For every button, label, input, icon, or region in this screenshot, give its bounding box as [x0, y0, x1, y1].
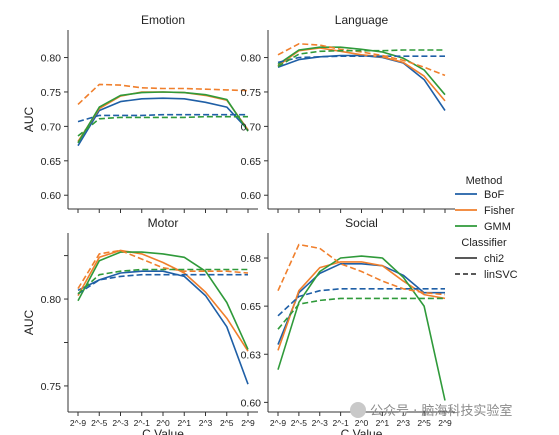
- legend-label-gmm: GMM: [484, 221, 511, 233]
- legend-label-linsvc: linSVC: [484, 269, 518, 281]
- x-tick-label: 2^-5: [91, 418, 108, 428]
- y-tick-label: 0.80: [41, 294, 62, 306]
- y-tick-label: 0.63: [241, 349, 262, 361]
- watermark: 公众号 · 脑海科技实验室: [350, 400, 512, 419]
- x-tick-label: 2^0: [156, 418, 170, 428]
- panel-title: Language: [335, 13, 389, 27]
- series-line-fisher-linsvc: [277, 243, 446, 296]
- x-axis-label: C Value: [142, 427, 184, 435]
- series-line-bof-linsvc: [77, 113, 248, 123]
- x-tick-label: 2^9: [438, 418, 452, 428]
- panel-social: Social 0.60 0.63 0.65 0.68 2^-9 2^-5 2^-3 2^-1 2^…: [241, 216, 455, 435]
- y-tick-label: 0.75: [41, 381, 62, 393]
- y-axis-label: AUC: [22, 310, 36, 336]
- y-tick-label: 0.80: [41, 53, 62, 65]
- x-tick-label: 2^3: [199, 418, 213, 428]
- panel-title: Emotion: [141, 13, 185, 27]
- watermark-text: 公众号 · 脑海科技实验室: [370, 404, 513, 419]
- x-tick-label: 2^-5: [291, 418, 308, 428]
- legend-label-chi2: chi2: [484, 253, 504, 265]
- series-line-gmm-chi2: [77, 91, 249, 144]
- x-tick-label: 2^0: [355, 418, 369, 428]
- y-tick-label: 0.75: [41, 87, 62, 99]
- x-tick-label: 2^-9: [270, 418, 287, 428]
- x-tick-label: 2^5: [220, 418, 234, 428]
- series-line-bof-chi2: [77, 270, 249, 385]
- series-line-fisher-linsvc: [277, 42, 446, 77]
- panel-language: Language 0.60 0.65 0.70 0.75 0.80: [241, 13, 455, 213]
- y-tick-label: 0.68: [241, 253, 262, 265]
- y-tick-label: 0.65: [241, 156, 262, 168]
- series-line-bof-chi2: [277, 262, 445, 345]
- series-line-gmm-chi2: [277, 46, 446, 96]
- x-tick-label: 2^-3: [312, 418, 329, 428]
- legend: Method BoF Fisher GMM Classifier chi2 linSVC: [455, 175, 518, 281]
- series-line-gmm-chi2: [77, 251, 249, 350]
- series-line-fisher-linsvc: [77, 83, 249, 105]
- series-line-bof-linsvc: [277, 55, 445, 64]
- x-tick-label: 2^1: [376, 418, 390, 428]
- y-tick-label: 0.60: [41, 190, 62, 202]
- y-tick-label: 0.60: [241, 190, 262, 202]
- series-line-gmm-linsvc: [277, 297, 445, 330]
- y-tick-label: 0.70: [41, 121, 62, 133]
- series-line-fisher-chi2: [277, 261, 446, 351]
- panel-emotion: Emotion 0.60 0.65 0.70 0.75 0.80 AUC: [22, 13, 258, 213]
- legend-label-bof: BoF: [484, 189, 504, 201]
- y-axis-label: AUC: [22, 107, 36, 133]
- x-tick-label: 2^-1: [134, 418, 151, 428]
- x-tick-label: 2^-3: [112, 418, 129, 428]
- series-line-fisher-chi2: [77, 249, 249, 352]
- legend-method-title: Method: [466, 175, 503, 187]
- y-tick-label: 0.70: [241, 121, 262, 133]
- panel-title: Motor: [148, 216, 179, 230]
- panel-title: Social: [345, 216, 378, 230]
- x-tick-label: 2^1: [178, 418, 192, 428]
- series-line-bof-chi2: [277, 54, 446, 111]
- x-tick-label: 2^-9: [70, 418, 87, 428]
- series-line-bof-chi2: [77, 97, 249, 147]
- y-tick-label: 0.75: [241, 87, 262, 99]
- series-line-gmm-linsvc: [277, 49, 445, 68]
- y-tick-label: 0.65: [41, 156, 62, 168]
- x-tick-label: 2^3: [397, 418, 411, 428]
- series-line-gmm-linsvc: [77, 115, 248, 137]
- series-line-fisher-linsvc: [77, 249, 249, 290]
- x-tick-label: 2^5: [417, 418, 431, 428]
- legend-classifier-title: Classifier: [461, 237, 507, 249]
- x-tick-label: 2^-1: [332, 418, 349, 428]
- legend-label-fisher: Fisher: [484, 205, 515, 217]
- wechat-logo-icon: [350, 402, 366, 418]
- y-tick-label: 0.60: [241, 397, 262, 409]
- series-line-bof-linsvc: [77, 273, 248, 295]
- y-tick-label: 0.80: [241, 53, 262, 65]
- x-tick-label: 2^9: [241, 418, 255, 428]
- series-line-bof-linsvc: [277, 287, 445, 317]
- y-tick-label: 0.65: [241, 301, 262, 313]
- series-line-gmm-chi2: [277, 255, 446, 401]
- series-line-gmm-linsvc: [77, 268, 248, 295]
- panel-motor: Motor 0.75 0.80 2^-9 2^-5 2^-3 2^-1 2^0 2^1 2^3 2^…: [22, 216, 258, 435]
- x-axis-label: C Value: [341, 427, 383, 435]
